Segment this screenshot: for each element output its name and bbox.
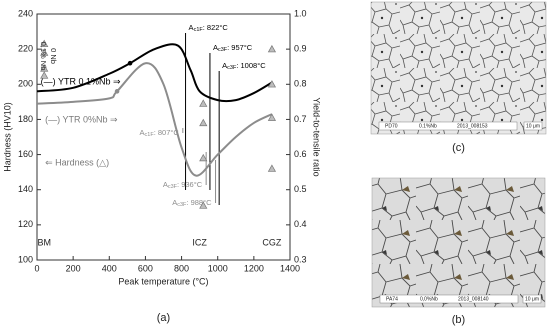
x-tick-label: 1400 — [280, 263, 300, 273]
ytr-line — [36, 43, 273, 103]
temperature: : 957°C — [227, 43, 253, 52]
scale-box — [522, 294, 542, 304]
scale-bar-label: 10 μm — [526, 123, 540, 129]
panel-label: (c) — [452, 142, 465, 154]
hardness-marker — [199, 201, 208, 209]
zone-label: BM — [37, 237, 51, 247]
symbol: A — [140, 128, 145, 137]
y-tick-label: 180 — [18, 114, 33, 124]
hardness-marker — [267, 44, 277, 53]
micrographs: PD70 0.1%Nb 2013_008153 10 μm (c) PA74 0,0%Nb 2… — [370, 1, 547, 326]
y-tick-label: 160 — [18, 149, 33, 159]
hardness-marker — [267, 164, 277, 172]
transformation-label: Ac1F: 822°C — [189, 23, 229, 33]
y2-tick-label: 0.5 — [294, 184, 307, 194]
subscript: c3F — [177, 202, 187, 208]
temperature: : 988°C — [186, 198, 212, 207]
micrograph-image — [371, 177, 546, 308]
hardness-marker — [40, 48, 49, 56]
transformation-label: Ac3F: 1008°C — [222, 61, 266, 71]
transformation-label: Ac1F: 807°C — [140, 128, 180, 138]
y2-tick-label: 0.4 — [294, 219, 307, 229]
scale-box — [523, 121, 543, 131]
y-tick-label: 120 — [18, 219, 33, 229]
plot: 0 200 400 600 800 1000 1200 1400 100 120 140 160 180… — [2, 8, 321, 324]
hardness-marker — [199, 99, 208, 107]
y-axis-title: Hardness (HV10) — [2, 102, 12, 172]
transformation-label: Ac3F: 936°C — [163, 180, 203, 190]
y-tick-label: 100 — [18, 254, 33, 264]
caption-box — [378, 121, 518, 131]
symbol: A — [189, 23, 194, 32]
caption-text: 2013_008153 — [457, 123, 488, 129]
group-label: 0.1% Nb — [39, 42, 48, 71]
group-label: 0 Nb — [49, 48, 58, 64]
symbol: A — [163, 180, 168, 189]
y2-tick-label: 0.6 — [294, 149, 307, 159]
y2-axis-title: Yield-to-tensile ratio — [312, 97, 322, 176]
subscript: c1F — [194, 27, 204, 33]
hardness-marker — [199, 153, 208, 162]
symbol: A — [172, 198, 177, 207]
y-tick-label: 200 — [18, 79, 33, 89]
ytr-line — [36, 62, 273, 177]
hardness-marker — [267, 80, 277, 88]
x-tick-label: 200 — [66, 263, 81, 273]
panel-label: (a) — [157, 312, 170, 324]
series-label: (—) YTR 0.1%Nb ⇒ — [41, 76, 121, 86]
caption-text: 2013_008140 — [458, 296, 489, 302]
plot-frame — [36, 13, 291, 261]
caption-text: 0,0%Nb — [420, 296, 438, 302]
symbol: A — [213, 43, 218, 52]
y2-tick-label: 1.0 — [294, 8, 307, 18]
symbol: A — [222, 61, 227, 70]
y2-tick-label: 0.3 — [294, 254, 307, 264]
y2-tick-label: 0.7 — [294, 114, 307, 124]
y-tick-label: 220 — [18, 44, 33, 54]
ytr-point — [127, 60, 133, 66]
temperature: : 807°C — [154, 128, 180, 137]
zone-label: ICZ — [192, 237, 207, 247]
hardness-marker — [267, 113, 277, 121]
hardness-marker — [199, 118, 208, 127]
series-label: (—) YTR 0%Nb ⇒ — [45, 114, 118, 124]
temperature: : 936°C — [177, 180, 203, 189]
caption-box — [379, 294, 519, 304]
x-tick-label: 800 — [174, 263, 189, 273]
temperature: : 822°C — [203, 23, 229, 32]
micrograph-image — [370, 1, 547, 135]
x-tick-label: 0 — [34, 263, 39, 273]
subscript: c3F — [218, 47, 228, 53]
temperature: : 1008°C — [236, 61, 266, 70]
ytr-point — [114, 89, 120, 94]
transformation-label: Ac3F: 957°C — [213, 43, 253, 53]
series-label: ⇐ Hardness (△) — [45, 157, 109, 167]
transformation-label: Ac3F: 988°C — [172, 198, 212, 208]
subscript: c3F — [227, 65, 237, 71]
x-tick-label: 1000 — [208, 263, 228, 273]
zone-label: CGZ — [262, 237, 282, 247]
y2-tick-label: 0.8 — [294, 79, 307, 89]
subscript: c3F — [168, 184, 178, 190]
subscript: c1F — [145, 132, 155, 138]
hardness-marker — [40, 71, 49, 79]
panel-label: (b) — [452, 314, 465, 326]
hardness-marker — [40, 64, 49, 72]
x-axis-title: Peak temperature (°C) — [118, 276, 208, 286]
y-tick-label: 240 — [18, 8, 33, 18]
caption-text: PD70 — [385, 123, 398, 129]
x-tick-label: 1200 — [244, 263, 264, 273]
caption-text: 0.1%Nb — [419, 123, 437, 129]
y-tick-label: 140 — [18, 184, 33, 194]
y2-tick-label: 0.9 — [294, 44, 307, 54]
x-tick-label: 600 — [138, 263, 153, 273]
x-tick-label: 400 — [102, 263, 117, 273]
scale-bar-label: 10 μm — [525, 296, 539, 302]
caption-text: PA74 — [386, 296, 398, 302]
hardness-marker — [40, 39, 49, 48]
